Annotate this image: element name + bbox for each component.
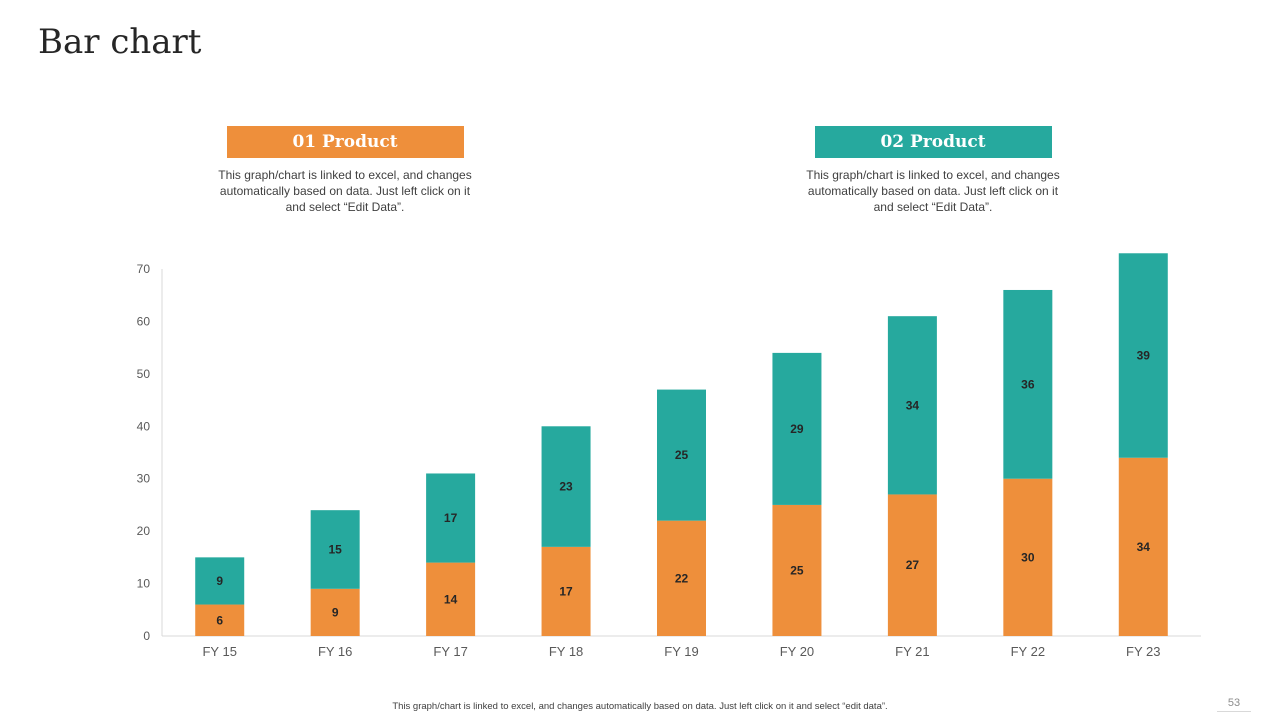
data-label: 9 [216,574,223,588]
bar-segment-product-2[interactable] [887,316,937,495]
bar-segment-product-1[interactable] [657,520,706,636]
data-label: 30 [1021,550,1035,564]
bar-segment-product-1[interactable] [1003,478,1053,636]
data-label: 25 [675,448,689,462]
data-label: 34 [906,398,920,412]
product-1-block: 01 Product This graph/chart is linked to… [215,126,475,215]
bar-segment-product-1[interactable] [541,546,591,636]
data-label: 17 [444,511,458,525]
bar-segment-product-2[interactable] [772,352,822,505]
data-label: 22 [675,571,689,585]
bar-segment-product-2[interactable] [426,473,476,563]
y-tick-label: 70 [137,262,151,276]
y-tick-label: 20 [137,524,151,538]
x-tick-label: FY 15 [202,644,236,659]
page-number: 53 [1217,697,1251,712]
x-tick-label: FY 21 [895,644,929,659]
data-label: 6 [216,613,223,627]
x-tick-label: FY 16 [318,644,352,659]
data-label: 34 [1137,540,1151,554]
data-label: 36 [1021,377,1035,391]
bar-segment-product-2[interactable] [1003,289,1053,479]
data-label: 29 [790,422,804,436]
x-tick-label: FY 23 [1126,644,1160,659]
y-tick-label: 10 [137,577,151,591]
y-tick-label: 0 [143,629,150,643]
data-label: 15 [328,542,342,556]
data-label: 14 [444,592,458,606]
bar-segment-product-1[interactable] [1118,457,1168,636]
bar-segment-product-2[interactable] [195,557,245,605]
product-1-header: 01 Product [226,126,464,158]
x-tick-label: FY 18 [549,644,583,659]
bar-segment-product-2[interactable] [1118,253,1168,458]
product-2-description: This graph/chart is linked to excel, and… [806,168,1060,214]
x-tick-label: FY 19 [664,644,698,659]
data-label: 23 [559,480,573,494]
y-tick-label: 30 [137,472,151,486]
bar-segment-product-2[interactable] [541,426,591,547]
x-tick-label: FY 22 [1011,644,1045,659]
product-1-description: This graph/chart is linked to excel, and… [218,168,472,214]
data-label: 17 [559,584,573,598]
bar-segment-product-1[interactable] [310,588,360,636]
product-2-block: 02 Product This graph/chart is linked to… [803,126,1063,215]
x-tick-label: FY 17 [433,644,467,659]
data-label: 25 [790,563,804,577]
slide-title: Bar chart [38,22,202,62]
y-tick-label: 40 [137,419,151,433]
x-tick-label: FY 20 [780,644,814,659]
data-label: 27 [906,558,920,572]
bar-segment-product-2[interactable] [657,389,706,521]
bar-segment-product-1[interactable] [772,504,822,636]
bar-segment-product-1[interactable] [887,494,937,636]
footnote: This graph/chart is linked to excel, and… [392,701,888,712]
bar-segment-product-2[interactable] [310,510,360,589]
product-2-header: 02 Product [814,126,1052,158]
data-label: 9 [332,605,339,619]
data-label: 39 [1137,349,1151,363]
y-tick-label: 60 [137,314,151,328]
bar-segment-product-1[interactable] [195,604,245,636]
y-tick-label: 50 [137,367,151,381]
bar-segment-product-1[interactable] [426,562,476,636]
